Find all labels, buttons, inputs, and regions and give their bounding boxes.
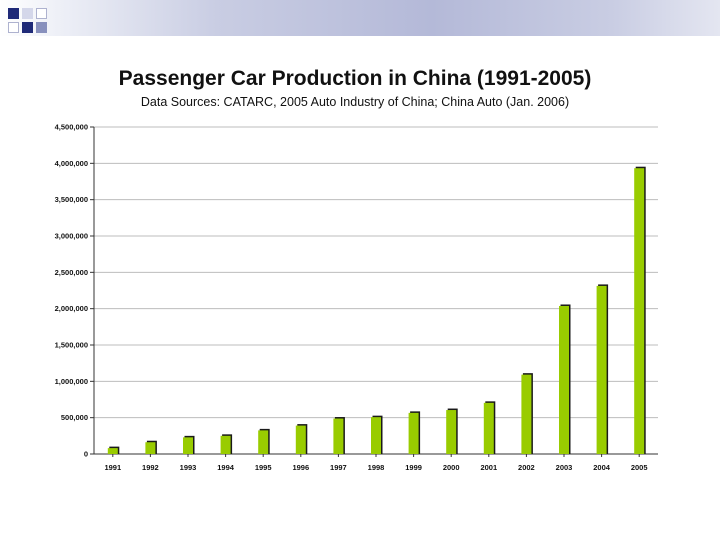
bar xyxy=(371,417,381,454)
bar xyxy=(483,402,494,454)
chart-title: Passenger Car Production in China (1991-… xyxy=(118,67,592,90)
bar xyxy=(559,305,569,454)
x-tick-label: 2003 xyxy=(556,463,573,472)
x-tick-label: 1997 xyxy=(330,463,347,472)
x-tick-label: 2002 xyxy=(518,463,535,472)
y-tick-label: 4,000,000 xyxy=(55,159,88,168)
x-tick-label: 1996 xyxy=(292,463,309,472)
decorative-square-icon xyxy=(22,8,33,19)
bar xyxy=(258,430,269,454)
bar xyxy=(521,374,532,454)
bar xyxy=(183,437,193,454)
y-tick-label: 0 xyxy=(84,450,88,459)
decorative-square-icon xyxy=(22,22,33,33)
x-tick-label: 2000 xyxy=(443,463,460,472)
bar xyxy=(295,425,306,454)
y-tick-label: 3,000,000 xyxy=(55,232,88,241)
decorative-square-icon xyxy=(36,22,47,33)
bar xyxy=(446,410,457,454)
bar xyxy=(107,448,118,454)
x-tick-label: 1993 xyxy=(180,463,197,472)
x-tick-label: 1999 xyxy=(405,463,422,472)
bar xyxy=(333,418,344,454)
x-tick-label: 1994 xyxy=(217,463,235,472)
y-tick-label: 500,000 xyxy=(61,413,88,422)
bar xyxy=(634,168,645,454)
slide-header-bar xyxy=(0,0,720,36)
x-tick-label: 1991 xyxy=(104,463,121,472)
bar xyxy=(596,285,607,454)
y-tick-label: 3,500,000 xyxy=(55,195,88,204)
x-tick-label: 2005 xyxy=(631,463,648,472)
x-tick-label: 2004 xyxy=(593,463,611,472)
decorative-square-icon xyxy=(36,8,47,19)
x-tick-label: 2001 xyxy=(480,463,497,472)
bar xyxy=(145,442,156,454)
y-tick-label: 1,000,000 xyxy=(55,377,88,386)
x-tick-label: 1995 xyxy=(255,463,272,472)
decorative-square-icon xyxy=(8,22,19,33)
decorative-square-icon xyxy=(8,8,19,19)
bar xyxy=(408,412,419,454)
y-tick-label: 2,500,000 xyxy=(55,268,88,277)
y-tick-label: 4,500,000 xyxy=(55,123,88,132)
x-tick-label: 1998 xyxy=(368,463,385,472)
x-tick-label: 1992 xyxy=(142,463,159,472)
y-tick-label: 2,000,000 xyxy=(55,304,88,313)
bar xyxy=(220,435,231,454)
chart-subtitle: Data Sources: CATARC, 2005 Auto Industry… xyxy=(140,95,570,109)
y-tick-label: 1,500,000 xyxy=(55,341,88,350)
